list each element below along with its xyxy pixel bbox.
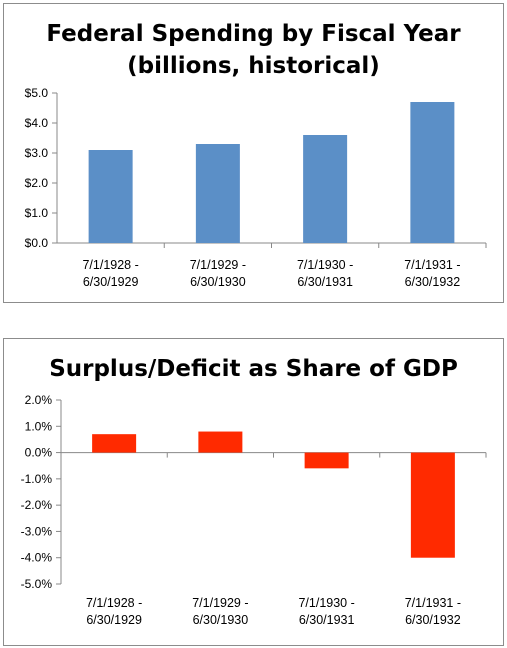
deficit-category-label: 7/1/1930 - (298, 596, 354, 610)
spending-category-label: 6/30/1931 (297, 275, 353, 289)
deficit-category-label: 6/30/1932 (405, 613, 461, 627)
spending-y-tick-label: $4.0 (25, 116, 49, 130)
spending-chart-title: Federal Spending by Fiscal Year (billion… (4, 18, 503, 82)
deficit-category-label: 7/1/1931 - (405, 596, 461, 610)
spending-category-label: 6/30/1930 (190, 275, 246, 289)
deficit-bar (198, 431, 243, 453)
deficit-y-tick-label: -2.0% (21, 498, 53, 512)
deficit-y-tick-label: 2.0% (25, 393, 53, 407)
deficit-category-label: 6/30/1930 (193, 613, 249, 627)
deficit-category-label: 6/30/1931 (299, 613, 355, 627)
deficit-y-tick-label: 1.0% (25, 419, 53, 433)
spending-bar (195, 144, 240, 243)
deficit-chart-panel: Surplus/Deficit as Share of GDP -5.0% -4.… (3, 338, 504, 646)
deficit-bar (304, 452, 349, 469)
spending-category-label: 7/1/1928 - (82, 258, 138, 272)
spending-y-tick-label: $0.0 (25, 236, 49, 250)
deficit-category-label: 6/30/1929 (86, 613, 142, 627)
spending-chart-title-line: Federal Spending by Fiscal Year (46, 21, 461, 47)
deficit-bar (410, 452, 455, 558)
spending-bar (303, 135, 348, 243)
deficit-chart-title: Surplus/Deficit as Share of GDP (49, 356, 458, 382)
spending-category-label: 6/30/1932 (405, 275, 461, 289)
deficit-y-tick-label: 0.0% (25, 446, 53, 460)
deficit-bar (92, 434, 137, 453)
spending-y-tick-label: $2.0 (25, 176, 49, 190)
spending-chart-plot: $0.0 $1.0 $2.0 $3.0 $4.0 $5.0 7/1/1928 - 6/30/1… (25, 86, 487, 289)
deficit-y-tick-label: -5.0% (21, 577, 53, 591)
spending-bar (88, 150, 133, 243)
spending-y-tick-label: $1.0 (25, 206, 49, 220)
spending-category-label: 6/30/1929 (83, 275, 139, 289)
deficit-y-tick-label: -4.0% (21, 551, 53, 565)
deficit-category-label: 7/1/1928 - (86, 596, 142, 610)
deficit-chart-plot: -5.0% -4.0% -3.0% -2.0% -1.0% 0.0% 1.0% 2.0% 7/1… (21, 393, 487, 627)
spending-y-tick-label: $3.0 (25, 146, 49, 160)
deficit-category-label: 7/1/1929 - (192, 596, 248, 610)
spending-bar (410, 102, 455, 243)
spending-chart-panel: Federal Spending by Fiscal Year (billion… (3, 3, 504, 303)
spending-category-label: 7/1/1929 - (190, 258, 246, 272)
deficit-y-tick-label: -3.0% (21, 524, 53, 538)
spending-chart-subtitle: (billions, historical) (127, 53, 380, 79)
spending-category-label: 7/1/1931 - (404, 258, 460, 272)
spending-y-tick-label: $5.0 (25, 86, 49, 100)
deficit-y-tick-label: -1.0% (21, 472, 53, 486)
spending-category-label: 7/1/1930 - (297, 258, 353, 272)
